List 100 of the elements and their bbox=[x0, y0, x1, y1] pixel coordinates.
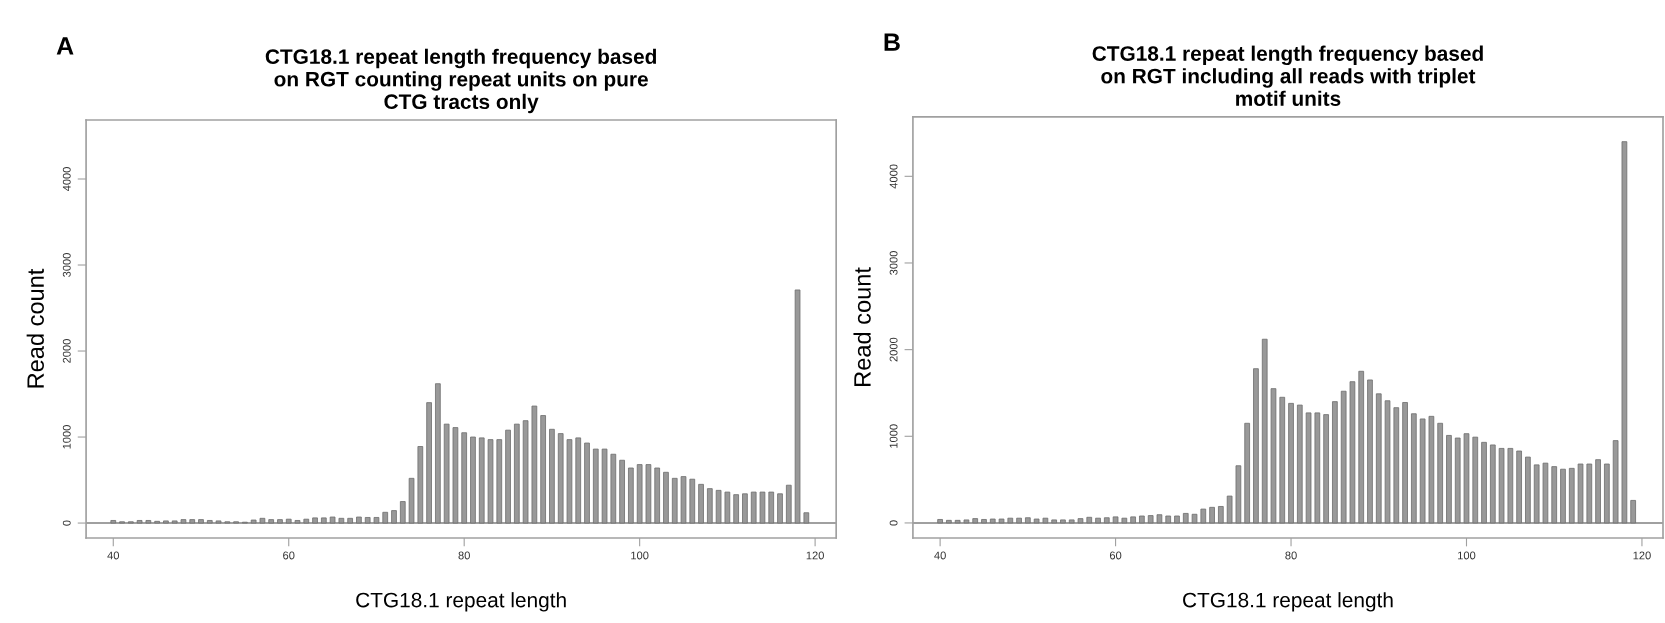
bar bbox=[303, 518, 310, 524]
bar bbox=[601, 448, 608, 524]
bar bbox=[540, 415, 546, 524]
bar bbox=[628, 467, 634, 524]
bar bbox=[136, 520, 143, 524]
x-tick-label: 40 bbox=[934, 551, 946, 560]
bar bbox=[1147, 515, 1154, 524]
bar bbox=[1270, 388, 1277, 524]
bar bbox=[1411, 413, 1417, 524]
bar bbox=[1595, 459, 1601, 524]
x-tick-label: 60 bbox=[1109, 551, 1122, 560]
bar bbox=[1463, 433, 1470, 524]
bar bbox=[487, 439, 494, 524]
x-tick-label: 40 bbox=[107, 551, 120, 560]
bar bbox=[1025, 517, 1031, 524]
bar bbox=[1577, 463, 1584, 524]
bar bbox=[1130, 516, 1136, 524]
bar bbox=[803, 512, 810, 524]
bar bbox=[1261, 338, 1268, 524]
bar bbox=[1296, 404, 1303, 524]
bar bbox=[163, 520, 169, 524]
bar bbox=[777, 493, 783, 524]
bar bbox=[1340, 390, 1347, 524]
bar bbox=[478, 437, 485, 524]
bar bbox=[320, 517, 327, 524]
bar bbox=[1393, 407, 1400, 524]
bar bbox=[1060, 519, 1066, 524]
bar bbox=[180, 519, 187, 524]
bar bbox=[250, 519, 257, 524]
x-tick-label: 120 bbox=[1633, 551, 1651, 560]
bar bbox=[294, 520, 301, 524]
bar bbox=[1516, 450, 1522, 524]
bar bbox=[1235, 465, 1242, 524]
bar bbox=[1139, 515, 1145, 524]
bar bbox=[998, 518, 1005, 524]
bar bbox=[1279, 396, 1286, 524]
bar bbox=[1051, 519, 1057, 524]
y-tick-label: 1000 bbox=[62, 425, 71, 449]
bar bbox=[189, 519, 196, 524]
bar bbox=[514, 423, 520, 524]
bar bbox=[356, 516, 362, 524]
bar bbox=[408, 477, 415, 524]
y-axis-title: Read count bbox=[26, 268, 44, 388]
bar bbox=[1498, 448, 1505, 524]
bar bbox=[1630, 499, 1637, 524]
bar bbox=[566, 439, 573, 524]
bar bbox=[399, 501, 406, 524]
bar bbox=[981, 519, 987, 524]
bar bbox=[364, 517, 371, 524]
y-axis-title: Read count bbox=[853, 267, 871, 386]
bar bbox=[1244, 422, 1250, 524]
bar bbox=[1314, 412, 1321, 524]
bar bbox=[1560, 468, 1566, 524]
y-tick-label: 3000 bbox=[889, 251, 898, 275]
bar bbox=[1384, 400, 1391, 524]
bar bbox=[557, 433, 564, 524]
x-tick-label: 100 bbox=[1458, 551, 1476, 560]
bar bbox=[1481, 441, 1487, 524]
bar bbox=[1489, 444, 1496, 524]
bar bbox=[145, 520, 152, 524]
bar bbox=[1568, 467, 1575, 524]
bar bbox=[680, 476, 687, 524]
bar bbox=[610, 453, 617, 524]
bar bbox=[1533, 464, 1540, 524]
bar bbox=[750, 491, 757, 524]
text: A bbox=[56, 37, 74, 55]
bar bbox=[759, 491, 766, 524]
text: B bbox=[884, 33, 900, 51]
bar bbox=[671, 477, 678, 524]
bar bbox=[215, 520, 222, 524]
bar bbox=[1612, 440, 1619, 524]
chart-title: CTG18.1 repeat length frequency based on RGT including all reads with triplet motif units bbox=[1092, 45, 1483, 106]
bar bbox=[373, 517, 380, 524]
y-tick-label: 0 bbox=[889, 520, 898, 526]
bar bbox=[1349, 381, 1356, 524]
bar bbox=[946, 519, 952, 524]
bar bbox=[636, 464, 643, 524]
bar bbox=[1226, 495, 1233, 524]
bar bbox=[785, 484, 792, 524]
bar bbox=[724, 491, 731, 524]
bar bbox=[1182, 512, 1189, 524]
bar bbox=[470, 436, 476, 524]
bar bbox=[1218, 506, 1224, 524]
bar bbox=[954, 519, 961, 524]
bar bbox=[742, 493, 748, 524]
bar bbox=[206, 520, 213, 524]
x-tick-label: 100 bbox=[631, 551, 649, 560]
bar bbox=[1454, 437, 1461, 524]
x-axis-title: CTG18.1 repeat length bbox=[1183, 592, 1393, 612]
bar bbox=[1446, 435, 1452, 524]
bar bbox=[1077, 518, 1084, 524]
bar bbox=[575, 437, 582, 524]
bar bbox=[1007, 517, 1014, 524]
bar bbox=[1472, 436, 1479, 524]
bar bbox=[1419, 418, 1426, 524]
bar bbox=[794, 289, 801, 524]
bar bbox=[1068, 519, 1075, 524]
bar bbox=[1033, 518, 1040, 524]
bar bbox=[733, 494, 739, 524]
bar bbox=[1375, 393, 1382, 524]
